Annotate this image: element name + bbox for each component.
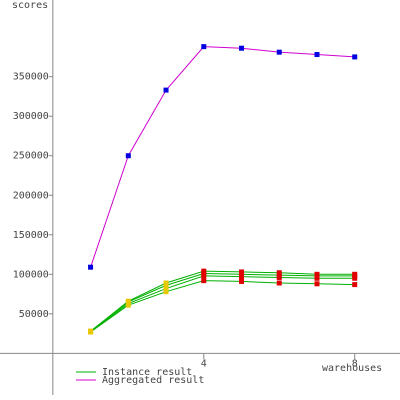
legend-label: Aggregated result <box>102 375 204 386</box>
line <box>90 280 355 333</box>
y-tick-label: 150000 <box>13 230 49 241</box>
x-tick-label: 4 <box>201 358 207 369</box>
line <box>90 46 355 268</box>
marker <box>201 278 207 284</box>
x-tick-label: 8 <box>352 358 358 369</box>
marker <box>352 282 358 288</box>
marker <box>276 280 282 286</box>
marker <box>314 281 320 287</box>
marker <box>88 264 94 270</box>
marker <box>88 328 94 334</box>
y-tick-label: 50000 <box>19 309 49 320</box>
marker <box>276 49 282 55</box>
y-tick-label: 100000 <box>13 269 49 280</box>
marker <box>314 52 320 58</box>
line <box>90 270 355 332</box>
marker <box>239 278 245 284</box>
line <box>90 273 355 332</box>
legend-label: Instance result <box>102 367 192 378</box>
marker <box>239 269 245 275</box>
marker <box>163 289 169 295</box>
x-axis-label: warehouses <box>322 363 382 374</box>
marker <box>352 54 358 60</box>
y-axis-label: scores <box>12 0 48 11</box>
marker <box>239 45 245 51</box>
marker <box>125 298 131 304</box>
y-tick-label: 250000 <box>13 151 49 162</box>
marker <box>163 87 169 93</box>
marker <box>163 280 169 286</box>
marker <box>125 153 131 159</box>
marker <box>201 44 207 50</box>
y-tick-label: 200000 <box>13 190 49 201</box>
y-tick-label: 350000 <box>13 72 49 83</box>
marker <box>276 270 282 276</box>
marker <box>352 271 358 277</box>
marker <box>163 286 169 292</box>
y-tick-label: 300000 <box>13 111 49 122</box>
marker <box>314 271 320 277</box>
line <box>90 275 355 333</box>
marker <box>201 268 207 274</box>
